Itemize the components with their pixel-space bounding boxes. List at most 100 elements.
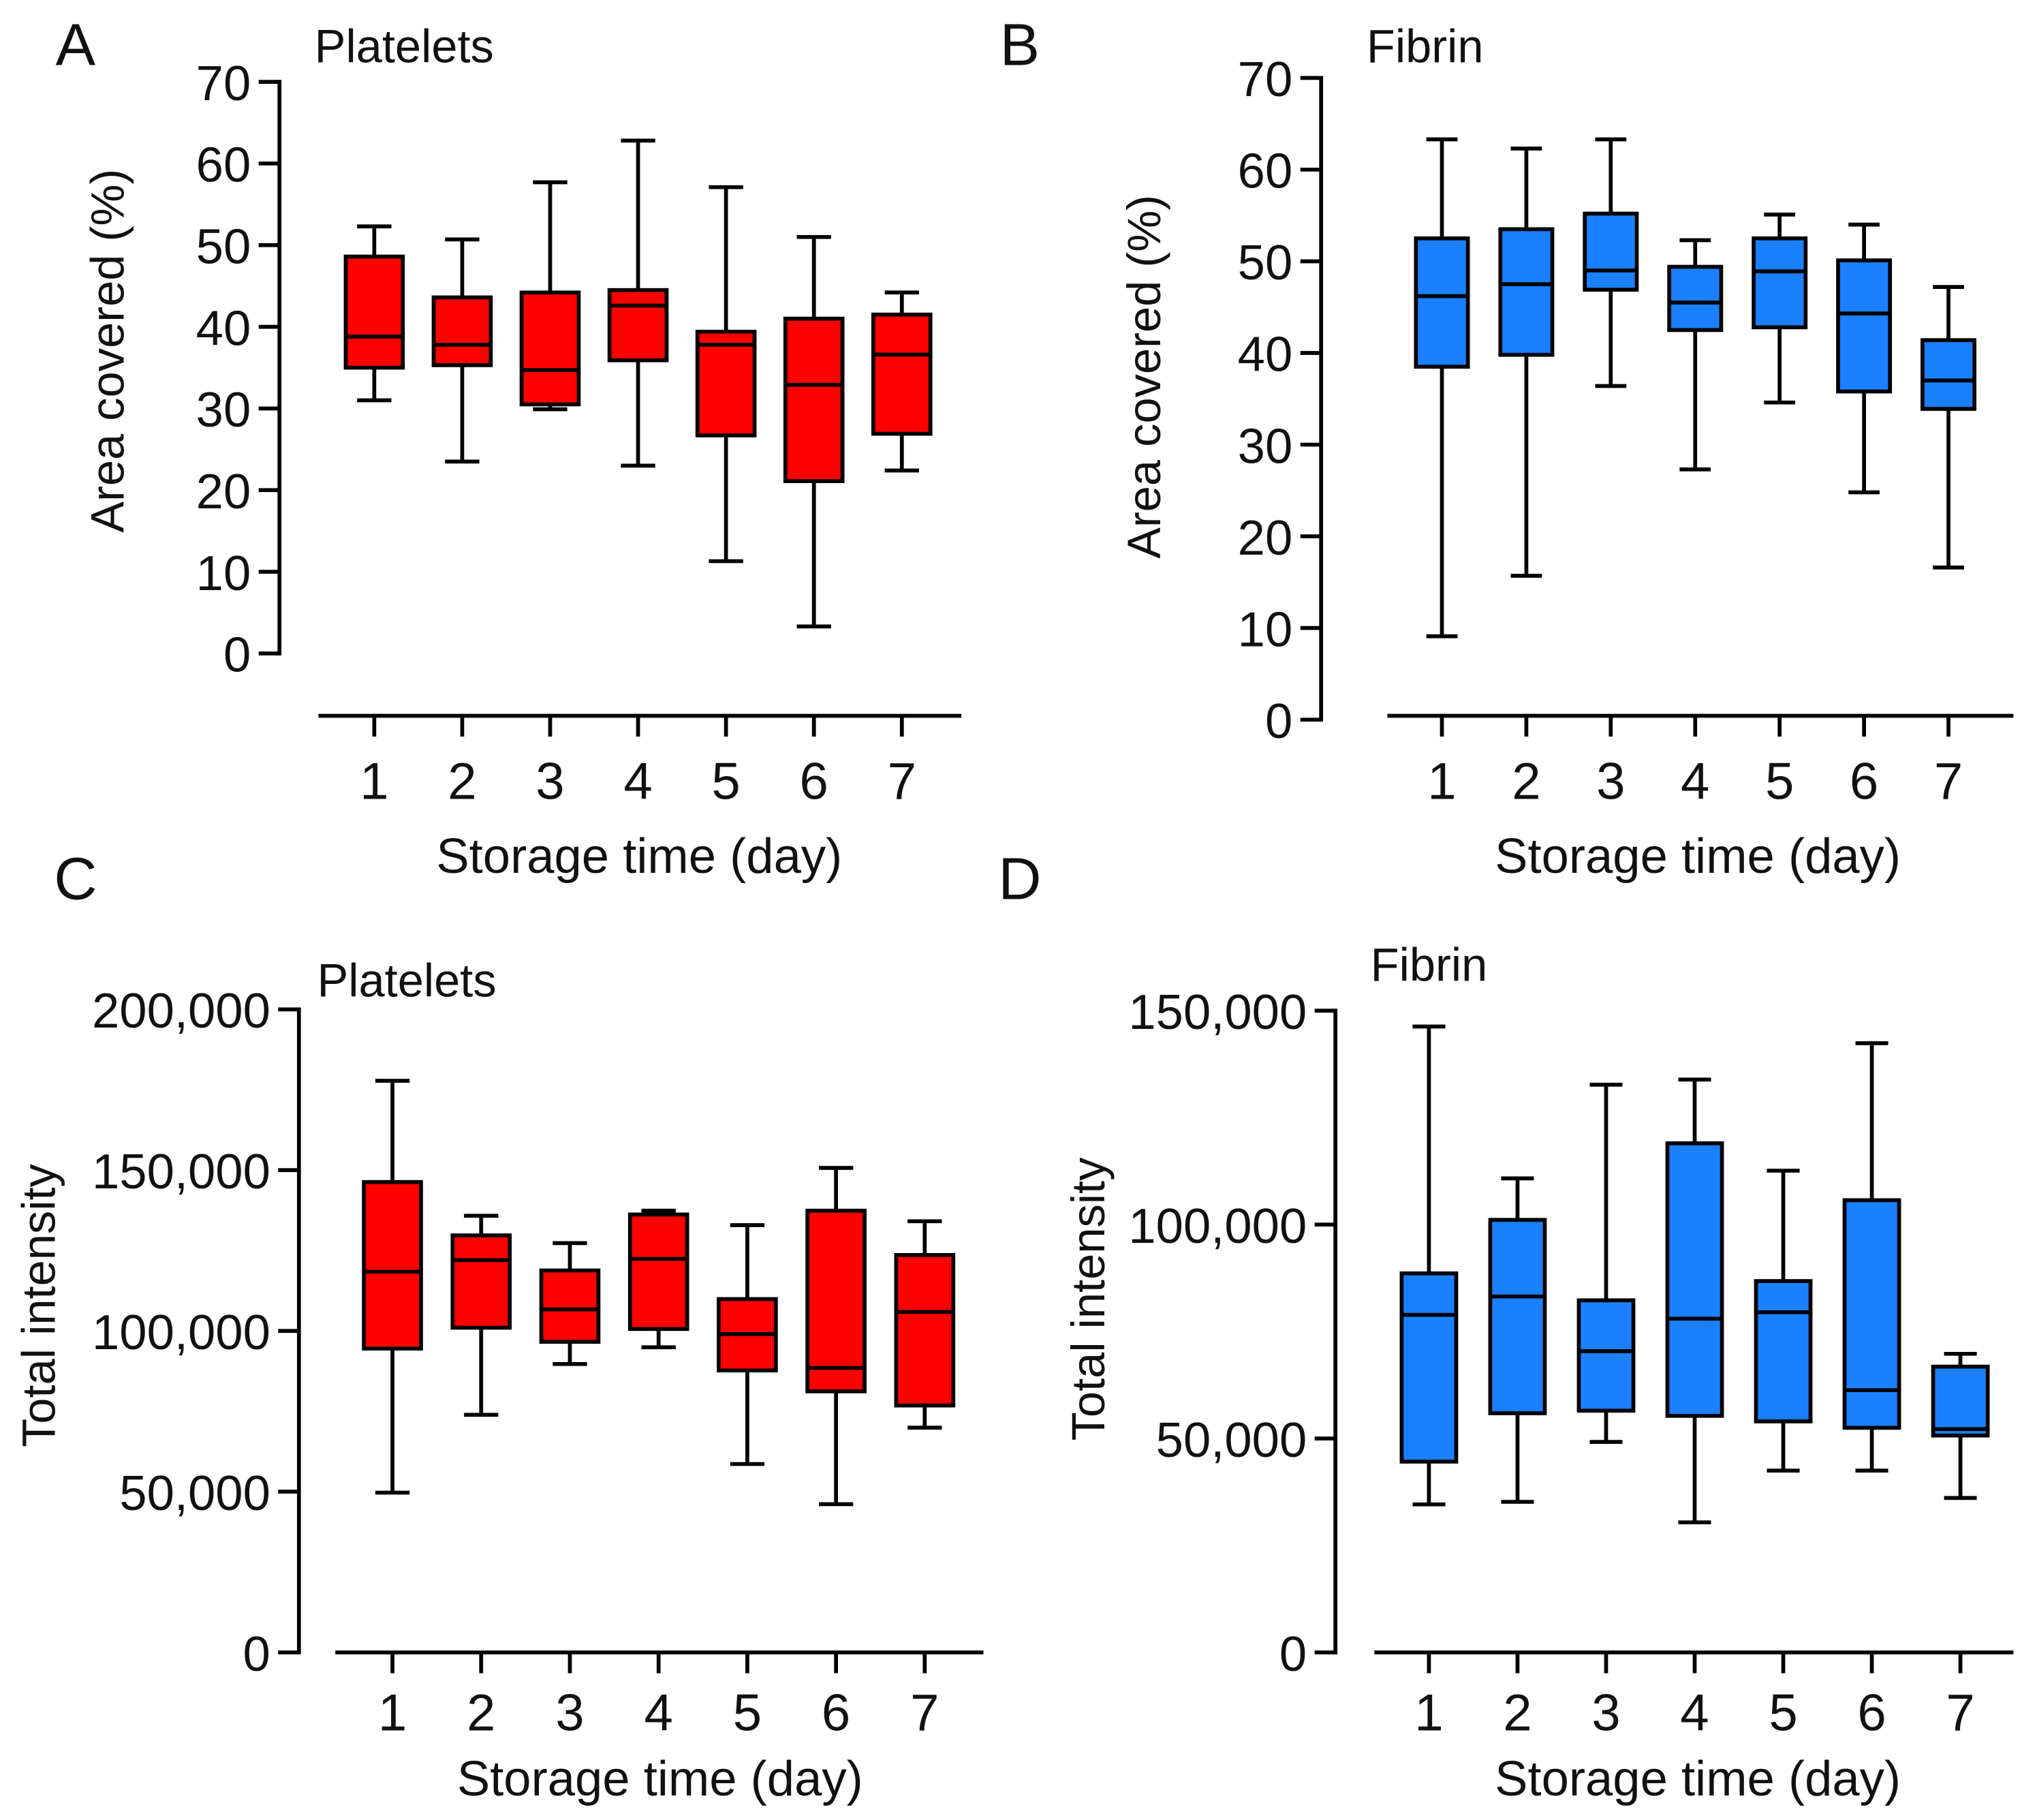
- box-day-2: [431, 237, 493, 464]
- panel-title: Platelets: [315, 20, 494, 73]
- y-tick-label: 60: [196, 138, 251, 193]
- panel-b: B Fibrin 0 10 20 30 40 50 60 70 Area covered (%) 1 2…: [1000, 11, 2014, 884]
- iqr-box: [1414, 236, 1470, 369]
- iqr-box: [894, 1252, 956, 1408]
- panel-letter: A: [56, 11, 96, 78]
- iqr-box: [1667, 264, 1724, 333]
- iqr-box: [1754, 1279, 1813, 1423]
- box-day-6: [805, 1166, 867, 1507]
- x-tick-label: 3: [555, 1684, 584, 1742]
- box-day-7: [871, 290, 933, 473]
- y-tick-label: 50: [1238, 235, 1293, 290]
- box-day-4: [1665, 1077, 1724, 1525]
- box-day-7: [1921, 285, 1977, 570]
- x-tick-label: 3: [1596, 752, 1625, 810]
- x-axis-label: Storage time (day): [1495, 829, 1901, 884]
- y-axis-label: Area covered (%): [1118, 195, 1170, 559]
- iqr-box: [539, 1268, 601, 1344]
- box-day-5: [1752, 213, 1808, 405]
- box-day-1: [1414, 137, 1470, 638]
- box-day-1: [343, 224, 405, 403]
- box-day-2: [450, 1214, 512, 1417]
- x-tick-label: 1: [1414, 1684, 1443, 1742]
- iqr-box: [450, 1233, 512, 1330]
- y-tick-label: 70: [196, 56, 251, 111]
- panel-title: Platelets: [317, 954, 496, 1006]
- box-day-3: [519, 180, 581, 412]
- panel-title: Fibrin: [1371, 938, 1488, 991]
- iqr-box: [607, 288, 669, 363]
- panel-letter: B: [1000, 11, 1040, 78]
- y-tick-label: 50,000: [119, 1466, 270, 1521]
- y-tick-label: 10: [196, 546, 251, 601]
- y-tick-label: 0: [1265, 694, 1292, 749]
- iqr-box: [1576, 1298, 1636, 1413]
- box-day-4: [607, 138, 669, 468]
- y-tick-label: 0: [223, 628, 251, 683]
- iqr-box: [1498, 227, 1555, 357]
- x-tick-label: 5: [1769, 1684, 1797, 1742]
- x-axis-label: Storage time (day): [1495, 1751, 1901, 1806]
- iqr-box: [1842, 1198, 1901, 1430]
- y-tick-label: 60: [1238, 144, 1293, 199]
- x-tick-label: 4: [1680, 1684, 1709, 1742]
- x-tick-label: 4: [623, 752, 652, 810]
- y-axis-label: Area covered (%): [81, 169, 134, 533]
- box-day-5: [717, 1223, 778, 1466]
- y-tick-label: 100,000: [92, 1305, 270, 1360]
- y-tick-label: 40: [196, 300, 251, 356]
- x-tick-label: 6: [1857, 1684, 1886, 1742]
- y-tick-label: 200,000: [92, 983, 270, 1038]
- x-tick-label: 5: [1765, 752, 1794, 810]
- iqr-box: [431, 295, 493, 367]
- y-tick-label: 20: [196, 464, 251, 519]
- y-tick-label: 150,000: [92, 1144, 270, 1199]
- box-day-6: [783, 234, 845, 629]
- iqr-box: [1399, 1271, 1459, 1464]
- box-day-6: [1842, 1041, 1901, 1473]
- box-day-1: [362, 1079, 423, 1495]
- x-tick-label: 1: [1427, 752, 1456, 810]
- panel-a: A Platelets 0 10 20 30 40 50 60 70 Area covered (%…: [56, 11, 962, 884]
- x-tick-label: 7: [888, 752, 916, 810]
- x-tick-label: 7: [1934, 752, 1963, 810]
- box-day-3: [539, 1241, 601, 1366]
- box-day-3: [1583, 137, 1639, 388]
- box-day-5: [695, 185, 757, 564]
- panel-title: Fibrin: [1367, 20, 1484, 73]
- x-tick-label: 7: [1946, 1684, 1974, 1742]
- x-tick-label: 5: [711, 752, 740, 810]
- x-tick-label: 1: [378, 1684, 407, 1742]
- y-tick-label: 50,000: [1156, 1413, 1307, 1468]
- x-tick-label: 2: [448, 752, 476, 810]
- x-tick-label: 5: [733, 1684, 762, 1742]
- y-tick-label: 30: [1238, 418, 1293, 474]
- y-tick-label: 20: [1238, 510, 1293, 566]
- y-tick-label: 50: [196, 219, 251, 274]
- y-tick-label: 0: [243, 1626, 270, 1682]
- box-day-6: [1836, 222, 1893, 495]
- x-tick-label: 4: [644, 1684, 672, 1742]
- panel-letter: D: [998, 845, 1041, 912]
- iqr-box: [1931, 1364, 1990, 1438]
- y-tick-label: 40: [1238, 327, 1293, 382]
- x-axis-label: Storage time (day): [436, 829, 842, 884]
- iqr-box: [1836, 258, 1893, 394]
- x-tick-label: 6: [822, 1684, 850, 1742]
- x-tick-label: 2: [467, 1684, 495, 1742]
- x-tick-label: 3: [535, 752, 564, 810]
- iqr-box: [1488, 1218, 1547, 1415]
- iqr-box: [1921, 338, 1977, 411]
- iqr-box: [627, 1212, 689, 1331]
- box-day-4: [1667, 238, 1724, 472]
- x-axis-label: Storage time (day): [457, 1751, 863, 1806]
- iqr-box: [1665, 1141, 1724, 1418]
- box-day-4: [627, 1208, 689, 1350]
- panel-letter: C: [54, 845, 97, 912]
- x-tick-label: 6: [800, 752, 828, 810]
- box-day-7: [894, 1219, 956, 1430]
- iqr-box: [1583, 211, 1639, 292]
- iqr-box: [362, 1179, 423, 1351]
- x-tick-label: 6: [1850, 752, 1878, 810]
